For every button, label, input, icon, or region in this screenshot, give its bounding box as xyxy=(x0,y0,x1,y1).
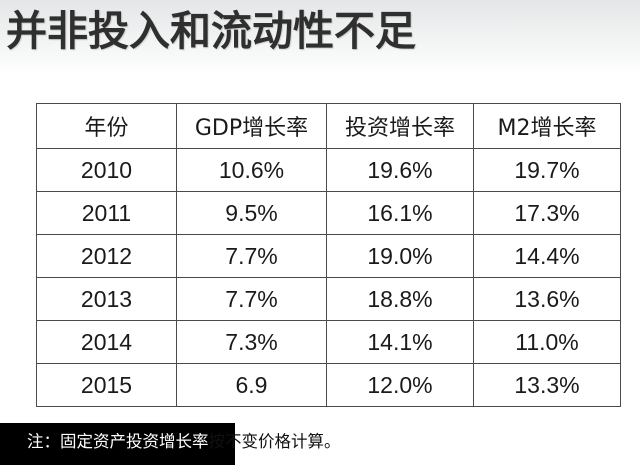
header-gdp-growth: GDP增长率 xyxy=(176,103,327,149)
table-row: 2011 9.5% 16.1% 17.3% xyxy=(36,191,621,235)
cell-m2-growth: 13.3% xyxy=(473,363,621,407)
cell-investment-growth: 19.6% xyxy=(326,148,474,192)
footnote-on-bar: 注：固定资产投资增长率 xyxy=(27,432,209,451)
cell-m2-growth: 14.4% xyxy=(473,234,621,278)
cell-gdp-growth: 7.7% xyxy=(176,234,327,278)
cell-m2-growth: 17.3% xyxy=(473,191,621,235)
cell-year: 2015 xyxy=(36,363,177,407)
cell-m2-growth: 13.6% xyxy=(473,277,621,321)
cell-gdp-growth: 6.9 xyxy=(176,363,327,407)
cell-year: 2013 xyxy=(36,277,177,321)
table-row: 2014 7.3% 14.1% 11.0% xyxy=(36,320,621,364)
cell-gdp-growth: 7.7% xyxy=(176,277,327,321)
cell-gdp-growth: 10.6% xyxy=(176,148,327,192)
cell-investment-growth: 19.0% xyxy=(326,234,474,278)
slide-title: 并非投入和流动性不足 xyxy=(6,7,416,55)
cell-year: 2011 xyxy=(36,191,177,235)
header-m2-growth: M2增长率 xyxy=(473,103,621,149)
cell-m2-growth: 11.0% xyxy=(473,320,621,364)
footnote: 注：固定资产投资增长率按不变价格计算。 xyxy=(27,430,341,454)
cell-year: 2014 xyxy=(36,320,177,364)
cell-m2-growth: 19.7% xyxy=(473,148,621,192)
cell-investment-growth: 18.8% xyxy=(326,277,474,321)
table-row: 2010 10.6% 19.6% 19.7% xyxy=(36,148,621,192)
cell-investment-growth: 16.1% xyxy=(326,191,474,235)
header-year: 年份 xyxy=(36,103,177,149)
table-row: 2015 6.9 12.0% 13.3% xyxy=(36,363,621,407)
footnote-after-bar: 按不变价格计算。 xyxy=(208,432,341,451)
table-row: 2013 7.7% 18.8% 13.6% xyxy=(36,277,621,321)
cell-gdp-growth: 9.5% xyxy=(176,191,327,235)
cell-investment-growth: 14.1% xyxy=(326,320,474,364)
cell-investment-growth: 12.0% xyxy=(326,363,474,407)
cell-gdp-growth: 7.3% xyxy=(176,320,327,364)
table-row: 2012 7.7% 19.0% 14.4% xyxy=(36,234,621,278)
title-background xyxy=(0,0,640,75)
growth-rate-table: 年份 GDP增长率 投资增长率 M2增长率 2010 10.6% 19.6% 1… xyxy=(36,103,621,407)
cell-year: 2012 xyxy=(36,234,177,278)
table-header-row: 年份 GDP增长率 投资增长率 M2增长率 xyxy=(36,103,621,149)
header-investment-growth: 投资增长率 xyxy=(326,103,474,149)
cell-year: 2010 xyxy=(36,148,177,192)
footnote-bar xyxy=(0,423,235,465)
